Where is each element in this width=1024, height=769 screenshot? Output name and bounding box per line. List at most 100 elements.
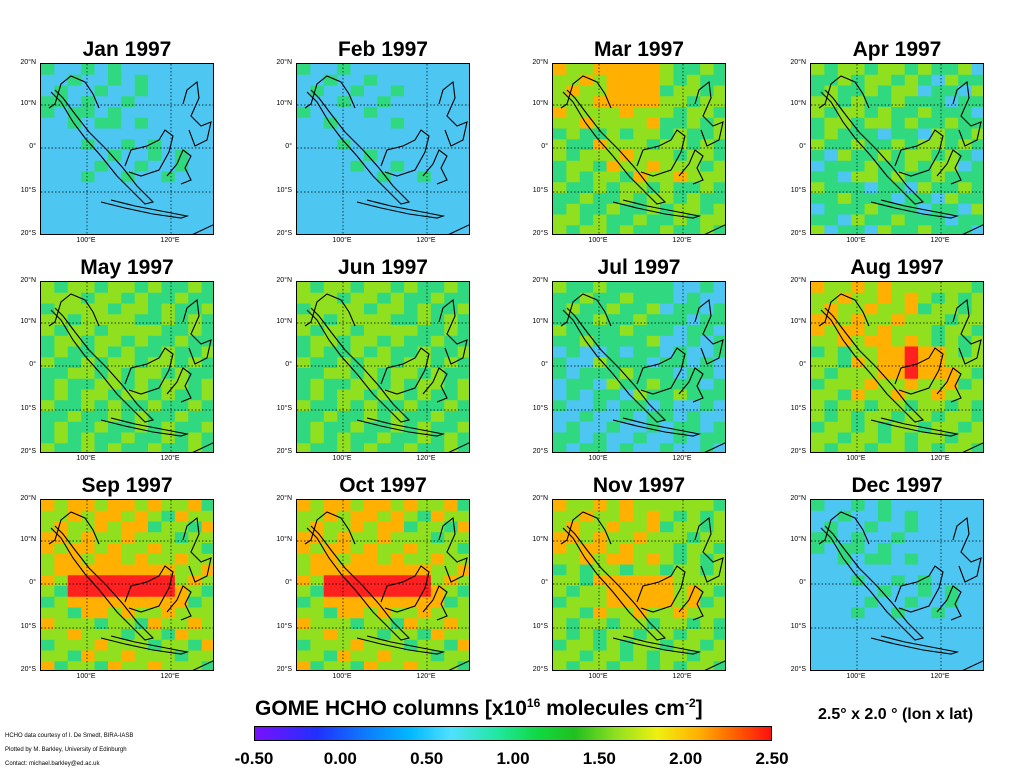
grid-cell (931, 292, 946, 304)
grid-cell (337, 314, 352, 326)
grid-cell (430, 564, 445, 576)
grid-cell (944, 510, 959, 522)
grid-cell (606, 292, 621, 304)
coastline (182, 298, 212, 365)
grid-cell (188, 203, 203, 215)
grid-cell (700, 607, 715, 619)
grid-cell (566, 368, 581, 380)
grid-cell (877, 85, 892, 97)
grid-cell (444, 96, 459, 108)
grid-cell (606, 214, 621, 226)
grid-cell (430, 650, 445, 662)
grid-cell (837, 182, 852, 194)
grid-cell (201, 303, 213, 315)
grid-cell (337, 85, 352, 97)
grid-cell (904, 543, 919, 555)
grid-cell (673, 150, 688, 162)
grid-cell (201, 378, 213, 390)
panel-title: Aug 1997 (850, 256, 944, 279)
grid-cell (593, 171, 608, 183)
grid-cell (811, 357, 825, 369)
grid-cell (944, 303, 959, 315)
grid-cell (606, 378, 621, 390)
grid-cell (864, 335, 879, 347)
grid-cell (377, 661, 392, 670)
grid-cell (107, 400, 122, 412)
grid-cell (297, 378, 311, 390)
grid-cell (958, 586, 973, 598)
grid-cell (81, 500, 96, 512)
grid-cell (94, 443, 109, 452)
grid-cell (811, 335, 825, 347)
grid-cell (958, 203, 973, 215)
grid-cell (864, 629, 879, 641)
grid-cell (377, 117, 392, 129)
grid-cell (67, 543, 82, 555)
grid-cell (188, 564, 203, 576)
grid-cell (363, 303, 378, 315)
grid-cell (553, 629, 567, 641)
grid-cell (404, 411, 418, 423)
coastline (704, 224, 725, 234)
grid-cell (606, 543, 621, 555)
grid-cell (297, 639, 311, 651)
grid-cell (67, 421, 82, 433)
grid-cell (363, 214, 378, 226)
grid-cell (673, 661, 688, 670)
grid-cell (891, 368, 906, 380)
grid-cell (864, 203, 879, 215)
grid-cell (811, 618, 825, 630)
grid-cell (54, 510, 69, 522)
grid-cell (121, 378, 136, 390)
grid-cell (363, 564, 378, 576)
grid-cell (633, 117, 648, 129)
grid-cell (958, 564, 973, 576)
map-panel: Apr 1997 20°N 10°N 0° 10°S 20°S 100°E 120°E (770, 38, 1000, 253)
grid-cell (566, 74, 581, 86)
grid-cell (337, 575, 352, 587)
grid-cell (161, 150, 176, 162)
grid-cell (553, 521, 567, 533)
grid-cell (606, 335, 621, 347)
grid-cell (54, 214, 69, 226)
coastline (166, 149, 192, 185)
grid-cell (54, 432, 69, 444)
grid-cell (134, 400, 149, 412)
grid-cell (918, 400, 932, 412)
grid-cell (363, 510, 378, 522)
grid-cell (54, 368, 69, 380)
grid-cell (864, 443, 879, 452)
coastline (560, 75, 612, 109)
grid-cell (660, 139, 674, 151)
grid-cell (851, 629, 866, 641)
grid-cell (673, 64, 688, 76)
grid-cell (646, 618, 661, 630)
grid-cell (837, 150, 852, 162)
grid-cell (837, 96, 852, 108)
grid-cell (971, 292, 983, 304)
grid-cell (54, 182, 69, 194)
grid-cell (121, 650, 136, 662)
grid-cell (134, 389, 149, 401)
grid-cell (174, 661, 189, 670)
panel-title: Jul 1997 (597, 256, 681, 279)
grid-cell (686, 421, 701, 433)
grid-cell (824, 292, 839, 304)
grid-cell (444, 171, 459, 183)
grid-cell (81, 117, 96, 129)
grid-cell (606, 74, 621, 86)
grid-cell (337, 74, 352, 86)
grid-cell (390, 586, 405, 598)
grid-cell (54, 411, 69, 423)
grid-cell (121, 443, 136, 452)
grid-cell (606, 618, 621, 630)
grid-cell (944, 564, 959, 576)
grid-cell (337, 357, 352, 369)
grid-cell (430, 193, 445, 205)
grid-cell (188, 117, 203, 129)
grid-cell (553, 639, 567, 651)
grid-cell (660, 500, 674, 512)
grid-cell (404, 543, 418, 555)
grid-cell (417, 335, 432, 347)
grid-cell (811, 378, 825, 390)
